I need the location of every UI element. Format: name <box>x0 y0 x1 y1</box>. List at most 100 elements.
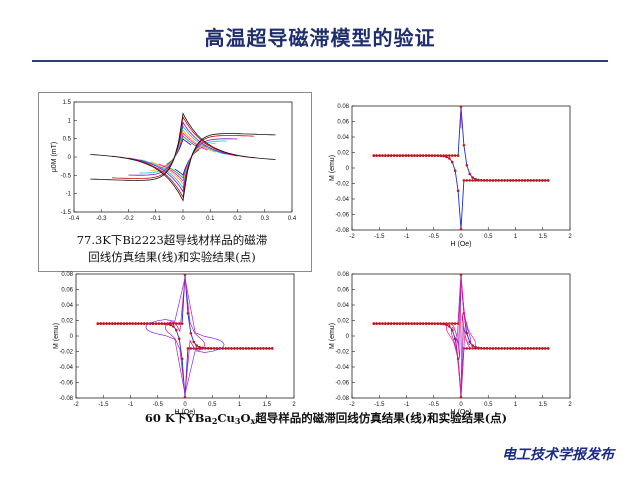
caption-ybco-mid1: Cu <box>217 411 235 425</box>
y-tick-label: -0.06 <box>335 381 349 387</box>
x-tick-label: -0.5 <box>429 234 440 240</box>
loop-branch-lower <box>158 145 208 182</box>
data-point <box>387 154 390 157</box>
data-point <box>436 322 440 325</box>
data-point <box>523 347 527 350</box>
data-point <box>523 179 527 182</box>
data-point <box>416 154 419 157</box>
data-point <box>169 322 172 325</box>
data-point <box>453 154 457 157</box>
data-point <box>102 322 105 325</box>
chart-bi2223: -0.4 -0.3 -0.2 -0.1 0 0.1 0.2 0.3 0.4 1.5 1 0.5 0 -0.… <box>40 94 310 230</box>
y-tick-label: 0 <box>70 334 74 340</box>
data-point <box>230 347 233 350</box>
data-point <box>474 347 477 350</box>
data-point <box>195 344 198 347</box>
data-point <box>462 179 466 182</box>
data-point <box>512 179 515 182</box>
y-tick-label: 0.02 <box>337 151 349 157</box>
y-tick-label: -0.08 <box>335 228 349 234</box>
data-point <box>387 322 390 325</box>
data-point <box>500 347 503 350</box>
data-point <box>238 347 242 350</box>
data-point <box>517 179 521 182</box>
x-axis-label: H (Oe) <box>175 409 196 416</box>
y-tick-label: -0.04 <box>335 365 349 371</box>
data-point <box>154 322 158 325</box>
data-point <box>404 322 408 325</box>
x-tick-label: -0.4 <box>69 216 80 222</box>
chart-ybco-2: -2 -1.5 -1 -0.5 0 0.5 1 1.5 2 0.08 0.06 0.04 0.02 0 -0… <box>46 268 304 418</box>
data-point <box>546 347 550 350</box>
x-tick-label: 0 <box>459 402 463 408</box>
data-point <box>450 154 454 157</box>
data-point <box>265 347 268 350</box>
data-point <box>212 347 216 350</box>
publisher-credit: 电工技术学报发布 <box>502 447 614 463</box>
y-tick-label: -0.02 <box>335 350 349 356</box>
y-axis-label: M (emu) <box>329 323 336 349</box>
data-point <box>419 322 422 325</box>
data-point <box>395 322 399 325</box>
data-point <box>163 322 166 325</box>
y-tick-label: -1 <box>66 192 72 198</box>
data-point <box>198 347 201 350</box>
caption-ybco: 60 K下YBa2Cu3Ox超导样品的磁滞回线仿真结果(线)和实验结果(点) <box>66 410 586 430</box>
y-tick-label: 0.02 <box>61 319 73 325</box>
data-point <box>506 179 509 182</box>
data-point <box>459 273 463 277</box>
loop-branch-upper <box>128 121 238 176</box>
data-point <box>421 154 425 157</box>
data-point <box>111 322 114 325</box>
data-point <box>500 179 503 182</box>
data-point <box>416 322 419 325</box>
data-point <box>410 322 413 325</box>
data-point <box>430 154 434 157</box>
caption-bi2223-line1: 77.3K下Bi2223超导线材样品的磁滞 <box>76 233 268 247</box>
loop-branch-lower <box>90 133 276 202</box>
data-point <box>140 322 143 325</box>
x-tick-label: 0.5 <box>484 234 493 240</box>
data-point <box>215 347 219 350</box>
data-point <box>480 347 483 350</box>
data-point <box>381 154 384 157</box>
data-point <box>189 332 193 335</box>
data-point <box>471 176 474 179</box>
data-point <box>430 322 434 325</box>
y-tick-label: 0.08 <box>337 272 349 278</box>
data-point <box>241 347 245 350</box>
y-tick-label: 0 <box>68 155 72 161</box>
chart-bi2223-svg: -0.4 -0.3 -0.2 -0.1 0 0.1 0.2 0.3 0.4 1.5 1 0.5 0 -0.… <box>51 100 297 222</box>
data-point <box>439 322 442 325</box>
y-tick-label: -0.04 <box>335 197 349 203</box>
data-point <box>137 322 140 325</box>
data-point <box>448 154 451 157</box>
data-point <box>512 347 515 350</box>
data-point <box>172 322 175 325</box>
data-point <box>448 157 451 160</box>
data-point <box>488 179 492 182</box>
title-divider <box>32 60 608 62</box>
major-loop-upper <box>97 274 273 349</box>
data-point <box>244 347 248 350</box>
data-point <box>401 322 405 325</box>
x-tick-label: 0 <box>183 402 187 408</box>
caption-ybco-pre: 60 K下YBa <box>144 411 212 425</box>
data-point <box>253 347 257 350</box>
x-tick-label: -2 <box>73 402 79 408</box>
caption-bi2223: 77.3K下Bi2223超导线材样品的磁滞 回线仿真结果(线)和实验结果(点) <box>62 232 282 266</box>
plot-frame <box>75 273 295 399</box>
data-point <box>407 322 410 325</box>
chart-ybco-3: -2 -1.5 -1 -0.5 0 0.5 1 1.5 2 0.08 0.06 0.04 0.02 0 -0… <box>322 268 580 418</box>
x-tick-label: 0.1 <box>206 216 215 222</box>
data-point <box>538 179 541 182</box>
y-tick-label: -0.06 <box>59 381 73 387</box>
x-tick-label: 0.5 <box>208 402 217 408</box>
data-point <box>543 179 547 182</box>
data-point <box>375 322 379 325</box>
x-tick-label: 0 <box>459 234 463 240</box>
data-point <box>183 395 187 399</box>
x-tick-label: -1 <box>404 402 410 408</box>
caption-ybco-sub3: x <box>250 416 256 426</box>
